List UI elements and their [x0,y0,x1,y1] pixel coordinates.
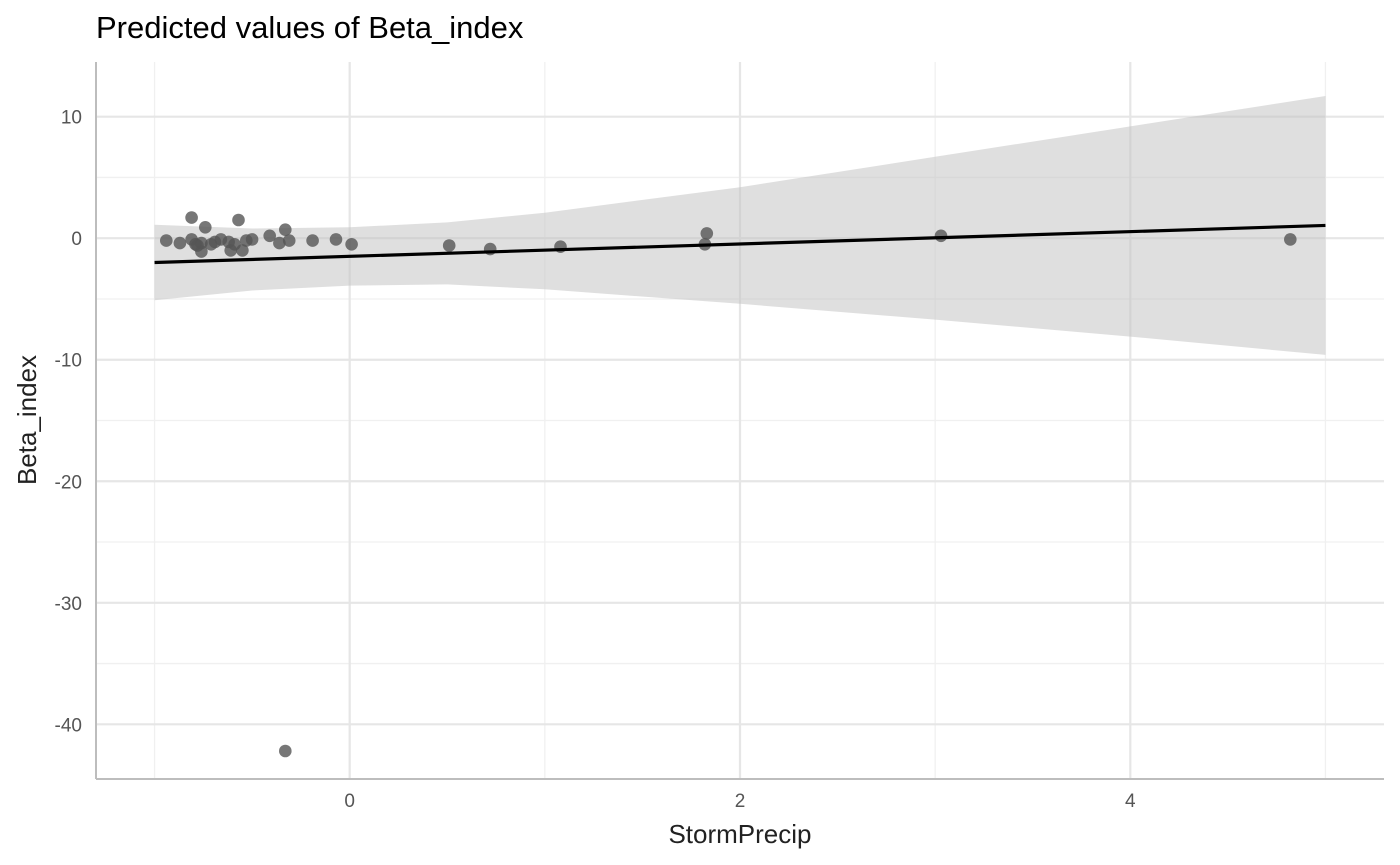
data-point [442,239,456,252]
x-tick-label: 4 [1125,791,1136,812]
data-point [245,233,259,246]
data-point [232,213,245,227]
fit-line-layer [154,223,1326,265]
data-point [1284,233,1297,246]
y-axis-title: Beta_index [12,355,42,485]
x-tick-label: 0 [344,791,355,812]
data-point [279,223,292,236]
data-point [199,221,212,234]
y-tick-label: 10 [61,108,82,129]
y-tick-label: -10 [55,351,82,372]
data-point [700,227,714,240]
y-tick-label: -40 [55,715,82,736]
points-layer [160,211,1297,758]
data-point [934,229,948,243]
fit-line [154,223,1326,265]
confidence-band [154,96,1326,355]
data-point [185,211,198,224]
y-tick-label: -20 [55,472,82,493]
x-tick-label: 2 [735,791,746,812]
x-tick-labels: 0 2 4 [344,791,1136,812]
data-point [263,229,277,243]
data-point [329,233,343,246]
chart-title: Predicted values of Beta_index [96,10,524,45]
y-tick-label: -30 [55,594,82,615]
data-point [345,238,358,251]
data-point [282,234,296,247]
data-point [160,234,173,247]
data-point [195,236,208,250]
data-point [236,244,249,257]
data-point [273,236,286,250]
data-point [306,234,319,247]
data-point [279,744,292,758]
y-tick-label: 0 [71,229,82,250]
data-point [173,236,187,250]
confidence-band-layer [154,96,1326,355]
x-axis-title: StormPrecip [668,819,811,849]
y-tick-labels: 10 0 -10 -20 -30 -40 [55,108,82,737]
